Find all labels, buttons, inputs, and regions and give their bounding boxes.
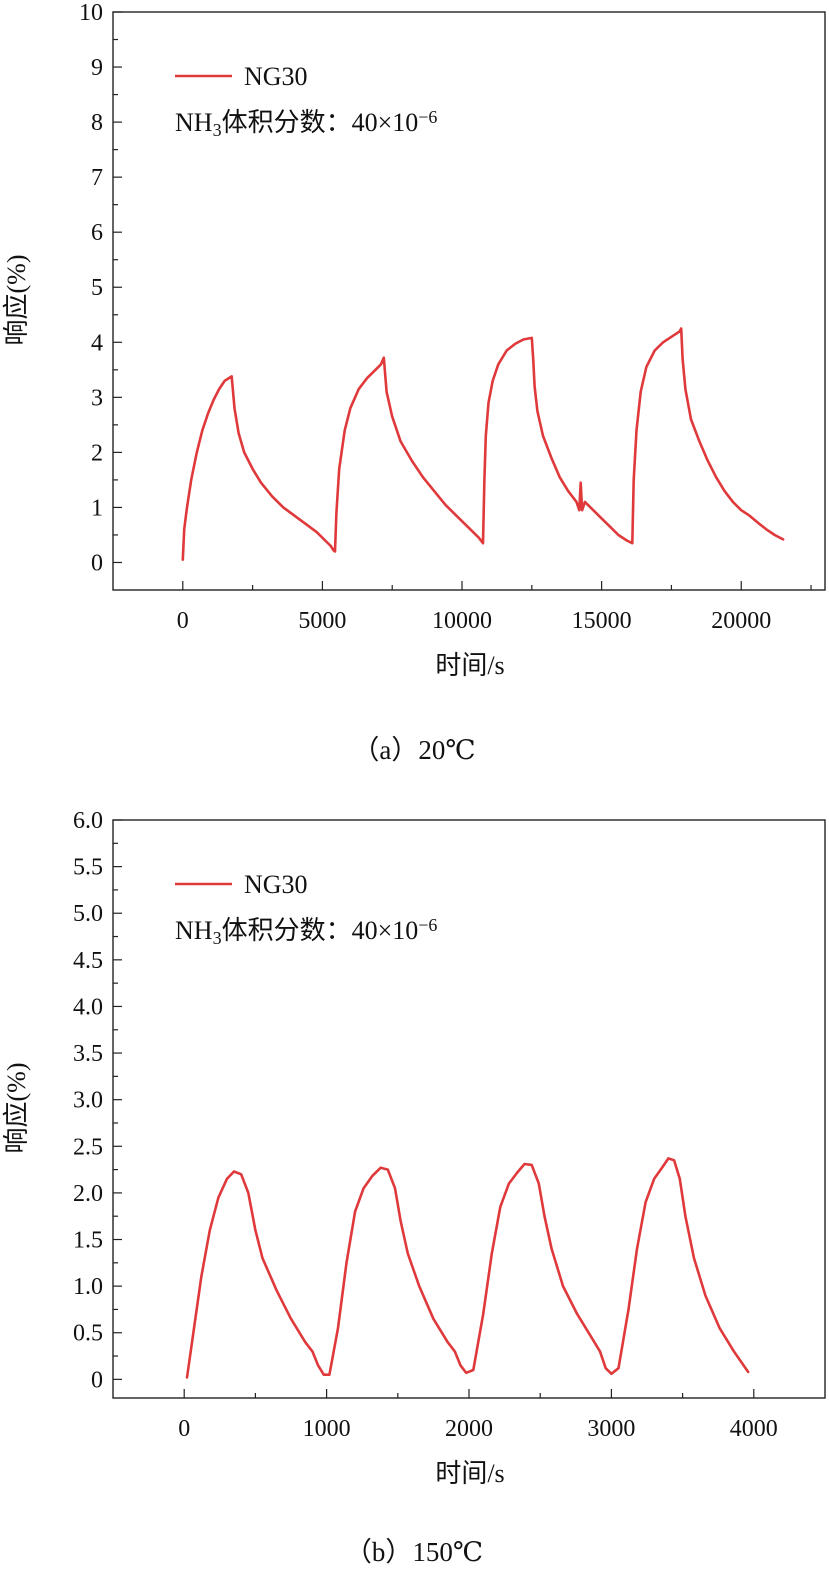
- legend-label: NG30: [244, 870, 308, 899]
- x-tick-label: 4000: [730, 1416, 778, 1442]
- series-line-ng30: [181, 327, 785, 562]
- x-tick-label: 15000: [572, 608, 632, 634]
- y-axis-tick-labels: 0 0.5 1.0 1.5 2.0 2.5 3.0 3.5 4.0 4.5 5.0 5.5 6.0: [73, 808, 103, 1393]
- y-axis-tick-labels: 0 1 2 3 4 5 6 7 8 9 10: [79, 0, 103, 576]
- y-tick-label: 8: [91, 110, 103, 136]
- plot-frame: [112, 819, 826, 1399]
- y-tick-label: 0.5: [73, 1321, 103, 1347]
- y-tick-label: 1: [91, 495, 103, 521]
- x-tick-label: 0: [177, 608, 189, 634]
- y-tick-label: 7: [91, 165, 103, 191]
- y-tick-label: 3: [91, 385, 103, 411]
- x-axis-ticks: [182, 581, 812, 590]
- y-tick-label: 6.0: [73, 808, 103, 834]
- y-tick-label: 0: [91, 1367, 103, 1393]
- y-tick-label: 9: [91, 55, 103, 81]
- y-tick-label: 2.5: [73, 1134, 103, 1160]
- y-tick-label: 0: [91, 550, 103, 576]
- y-tick-label: 1.5: [73, 1228, 103, 1254]
- y-tick-label: 5.5: [73, 855, 103, 881]
- panel-caption: （b）150℃: [345, 1537, 483, 1567]
- concentration-annotation: NH3体积分数：40×10−6: [175, 107, 437, 140]
- y-tick-label: 3.5: [73, 1041, 103, 1067]
- y-axis-title: 响应(%): [2, 1063, 31, 1154]
- x-axis-tick-labels: 0 5000 10000 15000 20000: [177, 608, 771, 634]
- x-tick-label: 0: [178, 1416, 190, 1442]
- x-axis-tick-labels: 0 1000 2000 3000 4000: [178, 1416, 778, 1442]
- x-tick-label: 2000: [445, 1416, 493, 1442]
- chart-panel-a: 0 1 2 3 4 5 6 7 8 9 10 0 5000 10000 15000 20000 NG30 N…: [2, 0, 826, 765]
- x-tick-label: 10000: [432, 608, 492, 634]
- x-tick-label: 20000: [711, 608, 771, 634]
- panel-caption: （a）20℃: [352, 735, 475, 765]
- plot-frame: [112, 11, 826, 591]
- x-tick-label: 1000: [303, 1416, 351, 1442]
- y-tick-label: 4.0: [73, 994, 103, 1020]
- y-tick-label: 2: [91, 440, 103, 466]
- y-axis-ticks: [113, 11, 122, 564]
- chart-panel-b: 0 0.5 1.0 1.5 2.0 2.5 3.0 3.5 4.0 4.5 5.0 5.5 6.0 0 1…: [2, 808, 826, 1567]
- series-line-ng30: [185, 1157, 750, 1379]
- y-tick-label: 2.0: [73, 1181, 103, 1207]
- y-tick-label: 5: [91, 275, 103, 301]
- x-axis-ticks: [183, 1389, 755, 1398]
- y-axis-title: 响应(%): [2, 255, 31, 346]
- concentration-annotation: NH3体积分数：40×10−6: [175, 915, 437, 948]
- x-axis-title: 时间/s: [435, 651, 504, 680]
- x-axis-title: 时间/s: [435, 1459, 504, 1488]
- series-layer: [181, 327, 785, 562]
- x-tick-label: 5000: [298, 608, 346, 634]
- y-tick-label: 4: [91, 330, 103, 356]
- y-tick-label: 10: [79, 0, 103, 26]
- y-tick-label: 4.5: [73, 948, 103, 974]
- y-tick-label: 5.0: [73, 901, 103, 927]
- y-axis-ticks: [113, 819, 122, 1380]
- legend-label: NG30: [244, 62, 308, 91]
- y-tick-label: 6: [91, 220, 103, 246]
- x-tick-label: 3000: [587, 1416, 635, 1442]
- series-layer: [185, 1157, 750, 1379]
- y-tick-label: 1.0: [73, 1274, 103, 1300]
- y-tick-label: 3.0: [73, 1088, 103, 1114]
